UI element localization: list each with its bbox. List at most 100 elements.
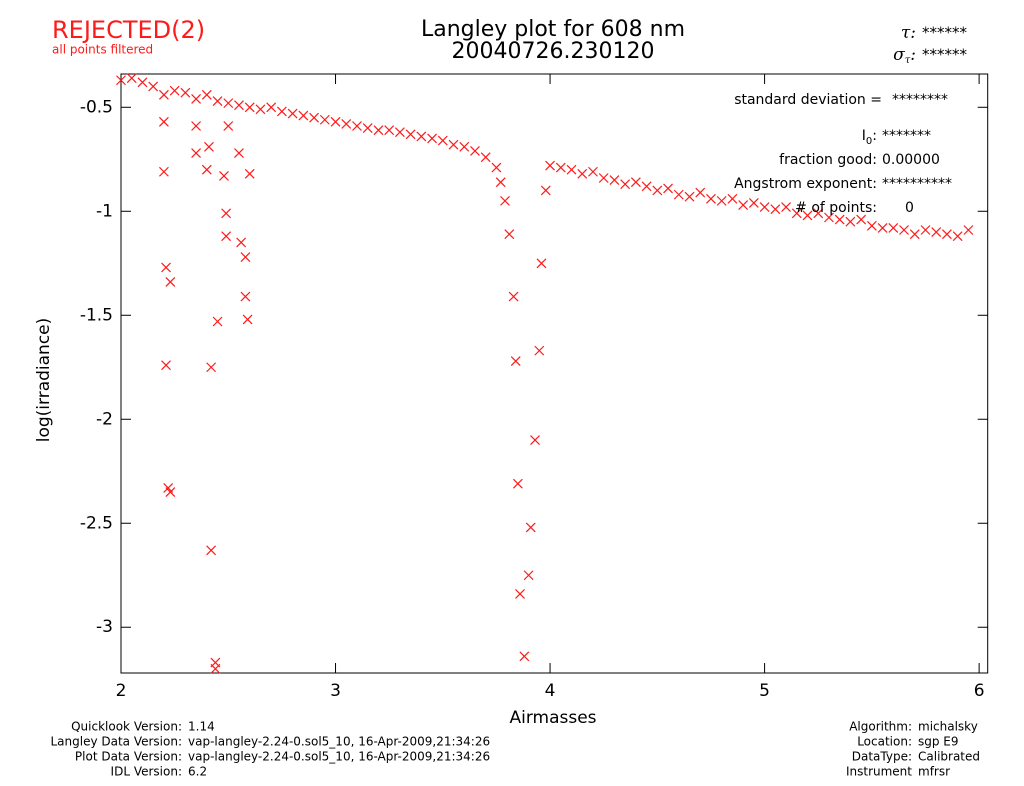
point [510, 356, 521, 366]
point-stroke [515, 589, 525, 599]
point [394, 127, 405, 138]
point [770, 204, 781, 215]
point [716, 195, 727, 206]
footer-label: Plot Data Version: [75, 750, 182, 764]
point-stroke [834, 214, 845, 225]
point-stroke [405, 129, 416, 140]
point-stroke [242, 314, 253, 325]
point [909, 229, 920, 240]
point-stroke [877, 222, 888, 233]
point-stroke [866, 220, 877, 231]
point-stroke [319, 114, 330, 125]
stat-tail: : [872, 128, 877, 144]
x-axis-label: Airmasses [509, 708, 596, 728]
point-stroke [244, 102, 255, 113]
stat: standard deviation = [734, 92, 882, 108]
point-stroke [180, 87, 191, 98]
header-stat-sub: τ [905, 55, 911, 66]
point-stroke [781, 202, 791, 213]
footer-value: michalsky [918, 720, 978, 734]
point-stroke [437, 135, 448, 146]
x-tick-label: 5 [759, 681, 770, 701]
point-stroke [673, 189, 684, 200]
point [856, 214, 867, 225]
point [266, 102, 277, 113]
point [165, 277, 176, 287]
point [459, 141, 470, 152]
point-stroke [165, 277, 176, 287]
point-stroke [201, 89, 212, 100]
point-stroke [652, 185, 663, 196]
point-stroke [148, 81, 159, 92]
point [555, 162, 566, 173]
point [244, 102, 255, 113]
point [362, 123, 373, 134]
point [536, 258, 547, 269]
point-stroke [540, 185, 551, 196]
point [577, 168, 588, 179]
point-stroke [577, 168, 588, 179]
point-stroke [480, 152, 491, 163]
point-stroke [234, 100, 244, 111]
footer-value: sgp E9 [918, 735, 959, 749]
point-stroke [888, 222, 899, 233]
point-stroke [459, 141, 470, 152]
point-stroke [530, 435, 540, 445]
point [240, 291, 251, 302]
point-stroke [191, 148, 202, 158]
point-stroke [223, 121, 234, 131]
point-stroke [508, 291, 519, 302]
point [480, 152, 491, 163]
footer-label: Instrument [846, 765, 912, 779]
point [519, 651, 530, 662]
point [663, 183, 673, 194]
header-stat-value: ****** [922, 46, 968, 64]
point [221, 231, 232, 242]
point-stroke [598, 173, 609, 183]
point-stroke [223, 98, 234, 109]
point-stroke [942, 229, 952, 240]
footer-label: Algorithm: [849, 720, 912, 734]
point [298, 110, 309, 121]
point-stroke [161, 360, 171, 371]
point-stroke [952, 231, 963, 242]
point [866, 220, 877, 231]
point [470, 146, 480, 156]
point [566, 164, 577, 175]
point-stroke [545, 160, 555, 171]
point-stroke [158, 116, 169, 127]
point [920, 225, 931, 235]
point [206, 362, 217, 373]
point [495, 177, 506, 188]
footer-label: IDL Version: [111, 765, 182, 779]
point-stroke [748, 198, 759, 208]
point-stroke [191, 121, 202, 131]
point [530, 435, 540, 445]
point [834, 214, 845, 225]
point-stroke [394, 127, 405, 138]
stat: Angstrom exponent: [734, 176, 877, 192]
point [223, 98, 234, 109]
point-stroke [588, 166, 598, 177]
point-stroke [234, 148, 244, 158]
point-stroke [137, 77, 148, 88]
point [899, 225, 909, 235]
footer-value: 6.2 [188, 765, 207, 779]
point-stroke [352, 121, 362, 131]
point-stroke [212, 96, 223, 106]
point-stroke [206, 545, 217, 556]
stat-label: fraction good: [779, 152, 877, 168]
point-stroke [330, 116, 341, 127]
point-stroke [963, 225, 974, 235]
y-tick-label: -1.5 [80, 305, 113, 325]
point [169, 85, 180, 96]
stat-value: 0 [905, 200, 914, 216]
point [512, 478, 523, 489]
point-stroke [276, 106, 287, 117]
point-stroke [163, 482, 174, 493]
stat: I0: [862, 128, 877, 147]
point-stroke [266, 102, 277, 113]
point [888, 222, 899, 233]
y-tick-label: -2 [96, 409, 113, 429]
